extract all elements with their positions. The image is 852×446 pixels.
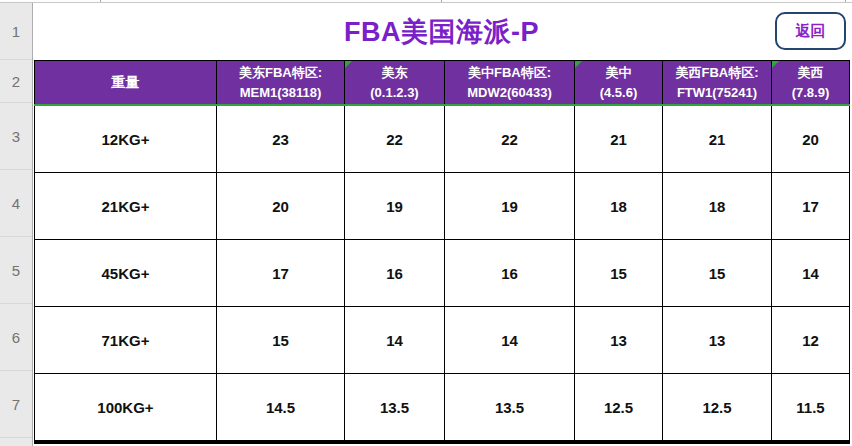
row-number-gutter: 1 2 3 4 5 6 7 bbox=[0, 3, 33, 446]
title-row: FBA美国海派-P bbox=[34, 3, 849, 60]
header-label: 重量 bbox=[112, 74, 140, 90]
cell-flag-triangle-icon bbox=[575, 61, 582, 68]
row-header-2[interactable]: 2 bbox=[0, 60, 32, 103]
cell-rate[interactable]: 22 bbox=[345, 105, 445, 173]
cell-rate[interactable]: 13.5 bbox=[345, 374, 445, 443]
cell-weight[interactable]: 21KG+ bbox=[35, 173, 217, 240]
cell-rate[interactable]: 17 bbox=[772, 173, 850, 240]
cell-rate[interactable]: 12 bbox=[772, 307, 850, 374]
cell-rate[interactable]: 13 bbox=[575, 307, 663, 374]
table-row: 12KG+ 23 22 22 21 21 20 bbox=[35, 105, 850, 173]
cell-rate[interactable]: 13.5 bbox=[445, 374, 575, 443]
cell-rate[interactable]: 14 bbox=[772, 240, 850, 307]
header-label: MDW2(60433) bbox=[445, 83, 574, 103]
header-label: (4.5.6) bbox=[575, 83, 662, 103]
cell-rate[interactable]: 14 bbox=[345, 307, 445, 374]
column-divider-tick bbox=[845, 0, 846, 2]
row-header-3[interactable]: 3 bbox=[0, 103, 32, 170]
cell-rate[interactable]: 19 bbox=[345, 173, 445, 240]
header-cell-mid-fba[interactable]: 美中FBA特区: MDW2(60433) bbox=[445, 61, 575, 106]
cell-rate[interactable]: 14 bbox=[445, 307, 575, 374]
header-label: 美东 bbox=[345, 63, 444, 83]
header-cell-west[interactable]: 美西 (7.8.9) bbox=[772, 61, 850, 106]
cell-rate[interactable]: 17 bbox=[217, 240, 345, 307]
cell-rate[interactable]: 18 bbox=[575, 173, 663, 240]
header-label: (0.1.2.3) bbox=[345, 83, 444, 103]
row-header-5[interactable]: 5 bbox=[0, 237, 32, 304]
header-label: MEM1(38118) bbox=[217, 83, 344, 103]
cell-rate[interactable]: 14.5 bbox=[217, 374, 345, 443]
cell-rate[interactable]: 11.5 bbox=[772, 374, 850, 443]
cell-rate[interactable]: 18 bbox=[663, 173, 772, 240]
cell-flag-triangle-icon bbox=[772, 61, 779, 68]
cell-weight[interactable]: 100KG+ bbox=[35, 374, 217, 443]
header-label: 美中FBA特区: bbox=[445, 63, 574, 83]
row-header-4[interactable]: 4 bbox=[0, 170, 32, 237]
back-button[interactable]: 返回 bbox=[775, 12, 846, 50]
cell-rate[interactable]: 15 bbox=[217, 307, 345, 374]
cell-flag-triangle-icon bbox=[345, 61, 352, 68]
cell-rate[interactable]: 16 bbox=[345, 240, 445, 307]
column-divider-tick bbox=[441, 0, 442, 2]
cell-rate[interactable]: 22 bbox=[445, 105, 575, 173]
header-label: FTW1(75241) bbox=[663, 83, 771, 103]
table-row: 100KG+ 14.5 13.5 13.5 12.5 12.5 11.5 bbox=[35, 374, 850, 443]
header-label: (7.8.9) bbox=[772, 83, 849, 103]
row-header-7[interactable]: 7 bbox=[0, 371, 32, 438]
cell-rate[interactable]: 23 bbox=[217, 105, 345, 173]
header-row: 重量 美东FBA特区: MEM1(38118) 美东 (0.1.2.3) 美中F… bbox=[35, 61, 850, 106]
header-cell-east[interactable]: 美东 (0.1.2.3) bbox=[345, 61, 445, 106]
table-row: 45KG+ 17 16 16 15 15 14 bbox=[35, 240, 850, 307]
cell-rate[interactable]: 21 bbox=[575, 105, 663, 173]
cell-weight[interactable]: 45KG+ bbox=[35, 240, 217, 307]
cell-rate[interactable]: 19 bbox=[445, 173, 575, 240]
row-header-1[interactable]: 1 bbox=[0, 3, 32, 60]
header-label: 美西 bbox=[772, 63, 849, 83]
header-label: 美中 bbox=[575, 63, 662, 83]
header-label: 美西FBA特区: bbox=[663, 63, 771, 83]
column-divider-tick bbox=[100, 0, 101, 2]
header-label: 美东FBA特区: bbox=[217, 63, 344, 83]
cell-rate[interactable]: 21 bbox=[663, 105, 772, 173]
header-cell-mid[interactable]: 美中 (4.5.6) bbox=[575, 61, 663, 106]
cell-rate[interactable]: 15 bbox=[575, 240, 663, 307]
table-row: 21KG+ 20 19 19 18 18 17 bbox=[35, 173, 850, 240]
cell-rate[interactable]: 12.5 bbox=[663, 374, 772, 443]
cell-rate[interactable]: 13 bbox=[663, 307, 772, 374]
page-title: FBA美国海派-P bbox=[344, 14, 539, 50]
cell-rate[interactable]: 20 bbox=[217, 173, 345, 240]
row-header-6[interactable]: 6 bbox=[0, 304, 32, 371]
table-row: 71KG+ 15 14 14 13 13 12 bbox=[35, 307, 850, 374]
header-cell-east-fba[interactable]: 美东FBA特区: MEM1(38118) bbox=[217, 61, 345, 106]
rate-table: 重量 美东FBA特区: MEM1(38118) 美东 (0.1.2.3) 美中F… bbox=[34, 60, 850, 444]
cell-weight[interactable]: 12KG+ bbox=[35, 105, 217, 173]
cell-rate[interactable]: 20 bbox=[772, 105, 850, 173]
cell-rate[interactable]: 15 bbox=[663, 240, 772, 307]
header-cell-weight[interactable]: 重量 bbox=[35, 61, 217, 106]
header-cell-west-fba[interactable]: 美西FBA特区: FTW1(75241) bbox=[663, 61, 772, 106]
cell-rate[interactable]: 12.5 bbox=[575, 374, 663, 443]
cell-weight[interactable]: 71KG+ bbox=[35, 307, 217, 374]
cell-rate[interactable]: 16 bbox=[445, 240, 575, 307]
